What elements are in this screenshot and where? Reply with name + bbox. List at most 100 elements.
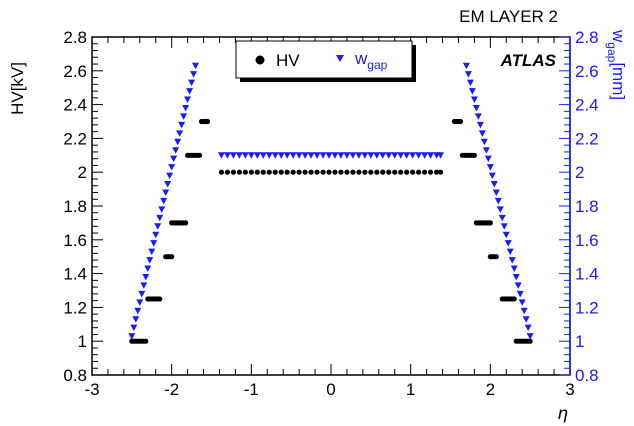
wgap-marker <box>170 155 178 163</box>
wgap-marker <box>289 152 297 159</box>
wgap-marker <box>130 324 138 332</box>
y2-tick-label: 1 <box>575 332 584 351</box>
y-tick-label: 2.8 <box>63 28 87 47</box>
wgap-marker <box>367 152 375 159</box>
wgap-marker <box>355 152 363 159</box>
hv-marker <box>218 169 225 175</box>
hv-marker <box>272 169 278 175</box>
hv-marker <box>350 169 356 175</box>
hv-marker <box>392 169 398 175</box>
wgap-marker <box>337 152 345 159</box>
hv-marker <box>338 169 344 175</box>
hv-marker <box>296 169 302 175</box>
wgap-marker <box>283 152 291 159</box>
wgap-marker <box>162 189 170 196</box>
wgap-marker <box>504 240 512 247</box>
wgap-marker <box>259 152 267 159</box>
wgap-marker <box>361 152 369 159</box>
wgap-marker <box>271 152 279 159</box>
wgap-marker <box>474 113 482 120</box>
wgap-marker <box>192 62 200 70</box>
wgap-marker <box>488 172 496 180</box>
wgap-marker <box>144 265 152 273</box>
wgap-marker <box>134 307 142 315</box>
chart-title: EM LAYER 2 <box>459 7 558 26</box>
hv-marker <box>196 152 203 158</box>
hv-marker <box>422 169 428 175</box>
wgap-marker <box>379 152 387 159</box>
hv-marker <box>248 169 254 175</box>
hv-marker <box>260 169 266 175</box>
hv-marker <box>362 169 368 175</box>
wgap-marker <box>277 152 285 159</box>
wgap-marker <box>478 130 486 137</box>
right-y-axis-label-unit: [mm] <box>609 62 628 100</box>
wgap-marker <box>154 223 162 230</box>
hv-marker <box>427 169 434 175</box>
y2-tick-label: 0.8 <box>575 366 599 385</box>
hv-marker <box>398 169 404 175</box>
hv-marker <box>487 220 493 226</box>
wgap-marker <box>343 152 351 159</box>
wgap-marker <box>128 333 136 340</box>
wgap-marker <box>152 231 160 239</box>
y2-tick-label: 1.8 <box>575 197 599 216</box>
wgap-marker <box>247 152 255 159</box>
y2-tick-label: 1.2 <box>575 298 599 317</box>
wgap-marker <box>223 152 231 159</box>
wgap-marker <box>385 152 393 159</box>
hv-marker <box>236 169 242 175</box>
wgap-marker <box>146 257 154 264</box>
hv-marker <box>511 296 517 302</box>
hv-marker <box>527 338 533 344</box>
wgap-marker <box>466 79 474 87</box>
wgap-marker <box>391 152 399 159</box>
y-tick-label: 1 <box>78 332 87 351</box>
wgap-marker <box>158 206 166 213</box>
wgap-marker <box>506 248 514 256</box>
wgap-marker <box>180 113 188 120</box>
wgap-marker <box>301 152 309 159</box>
hv-marker <box>437 169 444 175</box>
legend: HV wgap <box>235 40 416 82</box>
wgap-marker <box>229 152 237 159</box>
hv-marker <box>314 169 320 175</box>
wgap-marker <box>464 71 472 78</box>
hv-marker <box>143 338 149 344</box>
hv-marker <box>493 254 499 260</box>
hv-marker <box>230 169 237 175</box>
hv-marker <box>242 169 248 175</box>
wgap-marker <box>295 152 303 159</box>
wgap-marker <box>174 138 182 146</box>
hv-marker <box>471 152 477 158</box>
wgap-marker <box>427 152 435 159</box>
wgap-marker <box>172 147 180 154</box>
wgap-marker <box>518 299 526 306</box>
hv-marker <box>266 169 272 175</box>
plot-area: -3 -2 -1 0 1 2 30.811.21.41.61.822.22.42.62.80… <box>63 28 598 399</box>
atlas-label: ATLAS <box>500 51 557 70</box>
wgap-marker <box>510 265 518 273</box>
wgap-marker <box>512 273 520 281</box>
right-y-axis-label-text: wgap[mm] <box>605 29 628 100</box>
wgap-marker <box>186 88 194 95</box>
hv-marker <box>433 169 440 175</box>
hv-marker <box>204 118 211 125</box>
wgap-marker <box>516 290 524 298</box>
hv-marker <box>404 169 410 175</box>
wgap-marker <box>415 152 423 159</box>
wgap-marker <box>140 282 148 289</box>
hv-marker <box>416 169 422 175</box>
y2-tick-label: 2.6 <box>575 62 599 81</box>
y-tick-label: 0.8 <box>63 366 87 385</box>
wgap-marker <box>166 172 174 180</box>
hv-marker <box>374 169 380 175</box>
wgap-marker <box>150 240 158 247</box>
wgap-marker <box>307 152 315 159</box>
wgap-marker <box>496 206 504 213</box>
wgap-marker <box>136 299 144 306</box>
wgap-marker <box>168 164 176 171</box>
wgap-marker <box>176 130 184 137</box>
hv-marker <box>344 169 350 175</box>
